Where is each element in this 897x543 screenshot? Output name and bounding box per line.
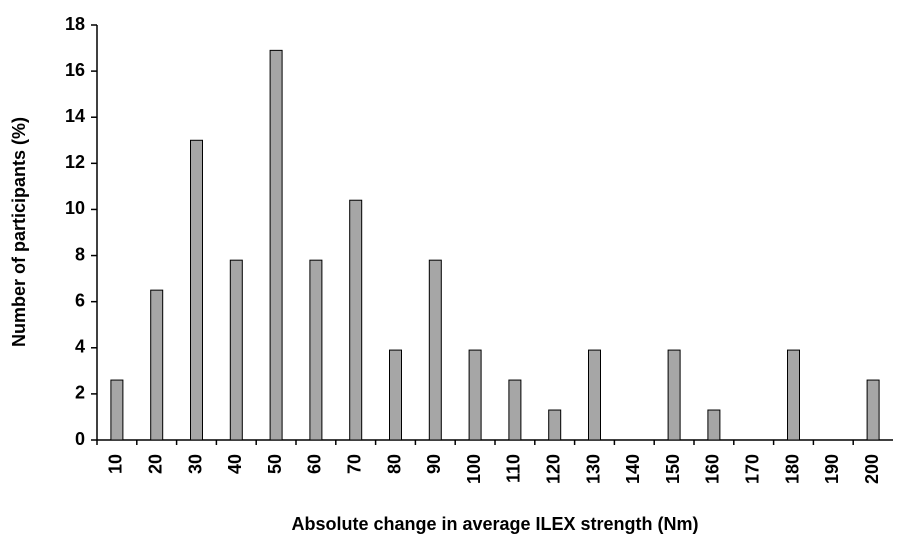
bar	[588, 349, 601, 441]
x-tick-label: 180	[782, 454, 802, 484]
bar	[667, 349, 681, 441]
x-tick-label: 140	[623, 454, 643, 484]
bar	[707, 409, 721, 441]
x-tick-label: 130	[583, 454, 603, 484]
x-tick-label: 10	[106, 454, 126, 474]
x-tick-label: 100	[464, 454, 484, 484]
x-tick-label: 190	[822, 454, 842, 484]
y-axis-title: Number of participants (%)	[9, 117, 29, 347]
x-tick-label: 90	[424, 454, 444, 474]
bar	[389, 349, 402, 441]
x-tick-label: 110	[504, 454, 524, 483]
y-tick-label: 0	[75, 429, 85, 449]
x-tick-label: 70	[344, 454, 364, 474]
x-tick-label: 40	[225, 454, 245, 474]
bar	[508, 379, 522, 441]
x-tick-label: 120	[543, 454, 563, 484]
bar	[787, 349, 800, 441]
x-tick-label: 50	[265, 454, 285, 474]
x-tick-label: 150	[663, 454, 683, 484]
y-tick-label: 12	[65, 152, 85, 172]
x-tick-label: 170	[742, 454, 762, 484]
bar	[548, 409, 562, 441]
x-tick-label: 200	[862, 454, 882, 484]
bar	[309, 259, 323, 441]
y-tick-label: 14	[65, 106, 85, 126]
y-tick-label: 4	[75, 337, 85, 357]
y-tick-label: 16	[65, 60, 85, 80]
bar	[269, 49, 283, 441]
y-tick-label: 6	[75, 290, 85, 310]
bar	[150, 289, 164, 441]
y-tick-label: 8	[75, 244, 85, 264]
bar	[468, 349, 482, 441]
x-tick-label: 30	[185, 454, 205, 474]
y-tick-label: 10	[65, 198, 85, 218]
y-tick-label: 18	[65, 14, 85, 34]
bar	[229, 259, 243, 441]
x-tick-label: 20	[145, 454, 165, 474]
bar	[866, 379, 880, 441]
bar	[110, 379, 124, 441]
bar	[190, 139, 203, 441]
x-tick-label: 80	[384, 454, 404, 474]
x-tick-label: 160	[703, 454, 723, 484]
x-axis-title: Absolute change in average ILEX strength…	[291, 514, 698, 534]
x-tick-label: 60	[305, 454, 325, 474]
bar	[349, 199, 363, 441]
y-tick-label: 2	[75, 383, 85, 403]
bar	[428, 259, 442, 441]
